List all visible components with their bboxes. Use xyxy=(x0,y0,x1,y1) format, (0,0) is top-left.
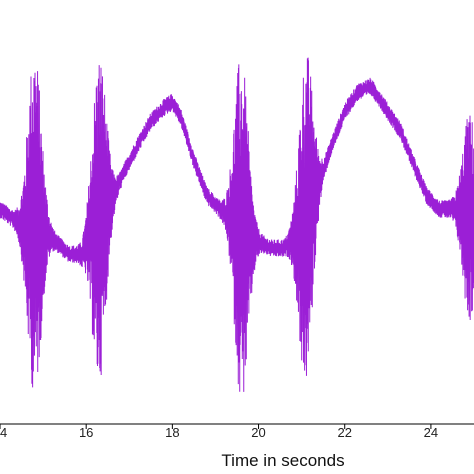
x-tick-label: 20 xyxy=(251,425,265,440)
signal-series-line xyxy=(0,57,474,392)
x-tick-label: 18 xyxy=(165,425,179,440)
trace-layer xyxy=(0,57,474,392)
x-tick-label: 14 xyxy=(0,425,7,440)
x-tick-label: 22 xyxy=(337,425,351,440)
x-axis-title: Time in seconds xyxy=(221,451,344,470)
x-tick-label: 16 xyxy=(79,425,93,440)
x-tick-layer: 14 16 18 20 22 24 xyxy=(0,424,438,440)
x-tick-label: 24 xyxy=(424,425,438,440)
